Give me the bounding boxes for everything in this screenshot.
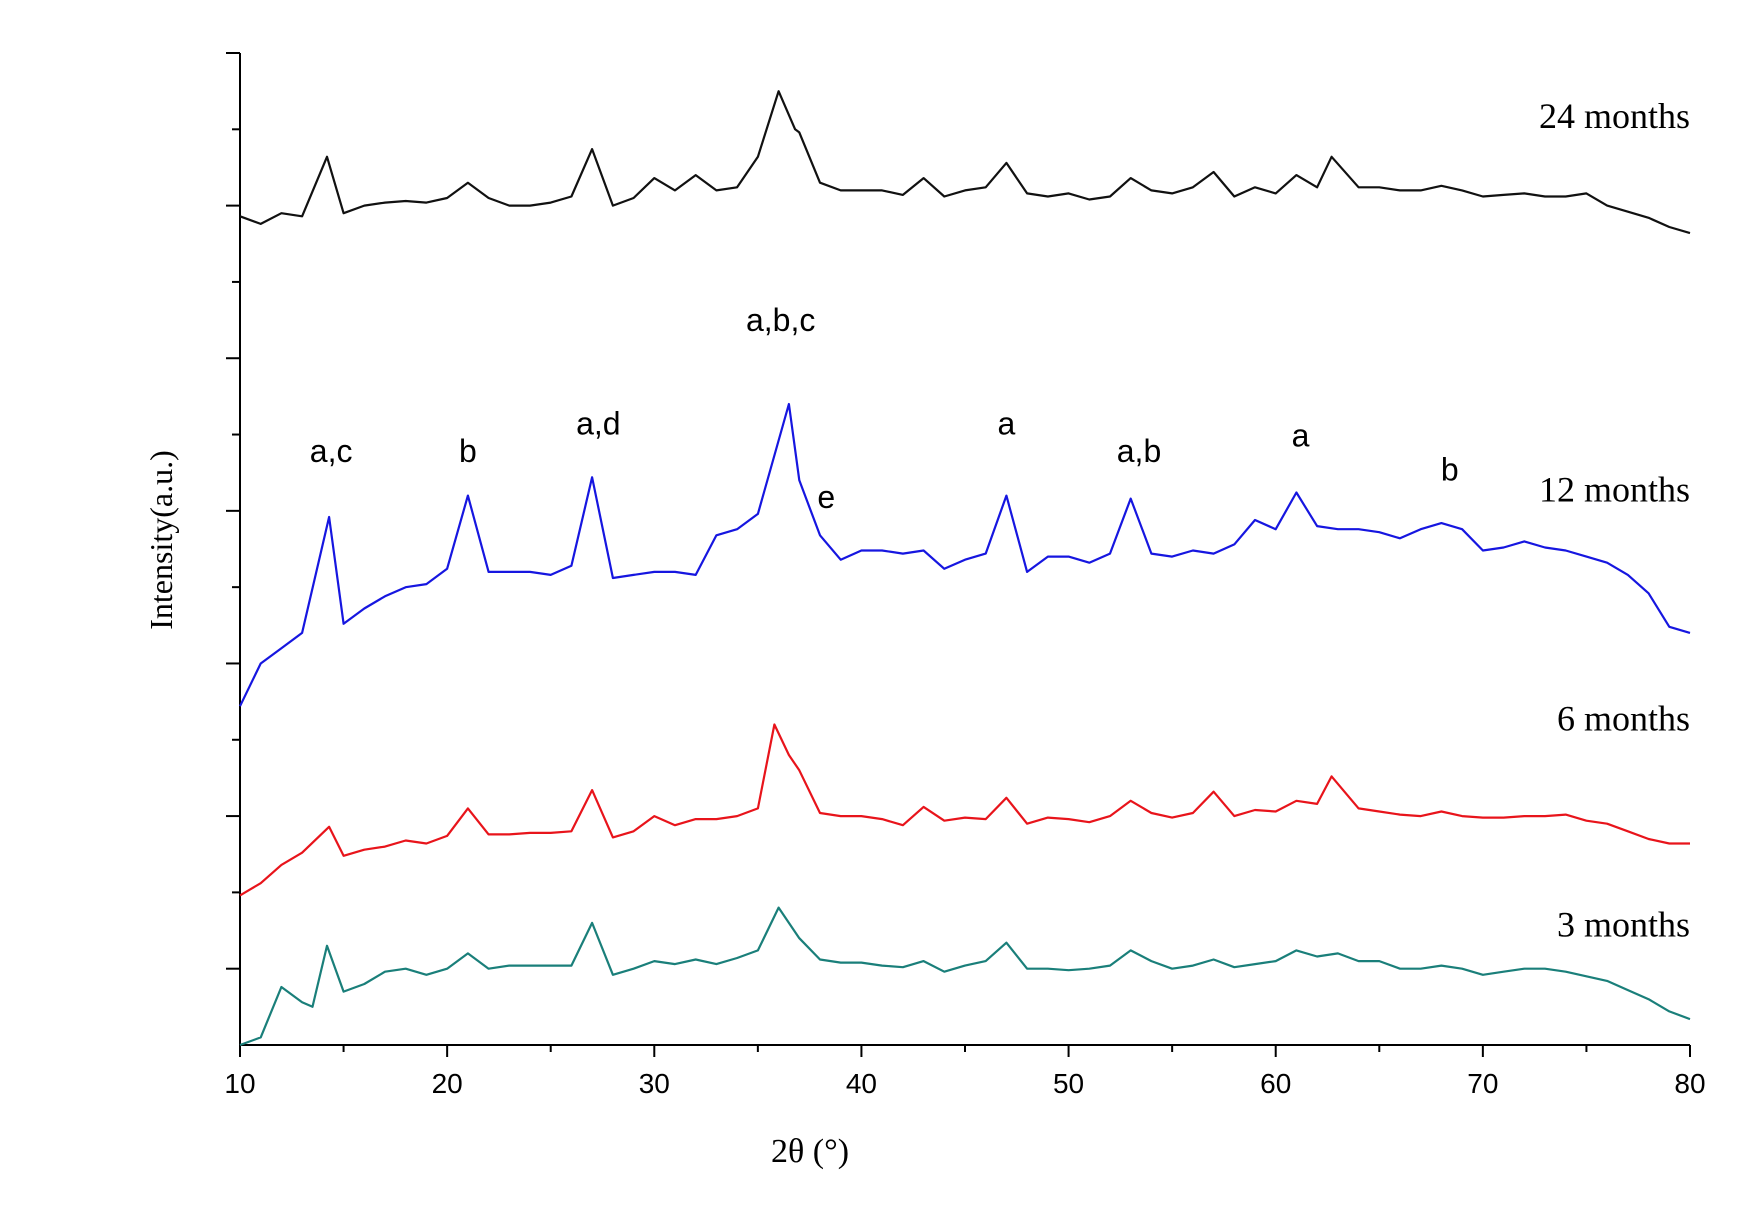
- series-line-6-months: [239, 723, 1690, 897]
- series-line-24-months: [239, 90, 1691, 235]
- series-label-6-months: 6 months: [1557, 699, 1690, 739]
- x-tick-label: 30: [639, 1068, 670, 1099]
- peak-annotation: a: [998, 406, 1016, 442]
- peak-annotation: a,b,c: [746, 302, 815, 338]
- x-tick-label: 20: [432, 1068, 463, 1099]
- peak-annotation: a,d: [576, 406, 620, 442]
- series-group: [239, 90, 1691, 1047]
- peak-annotation: a,c: [310, 433, 353, 469]
- series-line-3-months: [239, 906, 1691, 1047]
- series-label-3-months: 3 months: [1557, 905, 1690, 945]
- peak-annotation: a: [1292, 418, 1310, 454]
- labels-group: 3 months 6 months 12 months 24 months a,c b a,…: [310, 96, 1690, 945]
- x-tick-label: 60: [1260, 1068, 1291, 1099]
- x-tick-label: 10: [224, 1068, 255, 1099]
- x-tick-label: 80: [1674, 1068, 1705, 1099]
- y-axis-label: Intensity(a.u.): [143, 450, 179, 630]
- axes: 10 20 30 40 50 60 70 80: [224, 52, 1706, 1099]
- series-line-12-months: [239, 402, 1691, 707]
- x-tick-label: 50: [1053, 1068, 1084, 1099]
- x-tick-label: 40: [846, 1068, 877, 1099]
- x-axis-label: 2θ (°): [771, 1133, 849, 1170]
- peak-annotation: b: [459, 433, 477, 469]
- series-label-24-months: 24 months: [1539, 96, 1690, 136]
- peak-annotation: e: [817, 479, 835, 515]
- series-label-12-months: 12 months: [1539, 470, 1690, 510]
- x-tick-label: 70: [1467, 1068, 1498, 1099]
- peak-annotation: a,b: [1117, 433, 1161, 469]
- peak-annotation: b: [1441, 451, 1459, 487]
